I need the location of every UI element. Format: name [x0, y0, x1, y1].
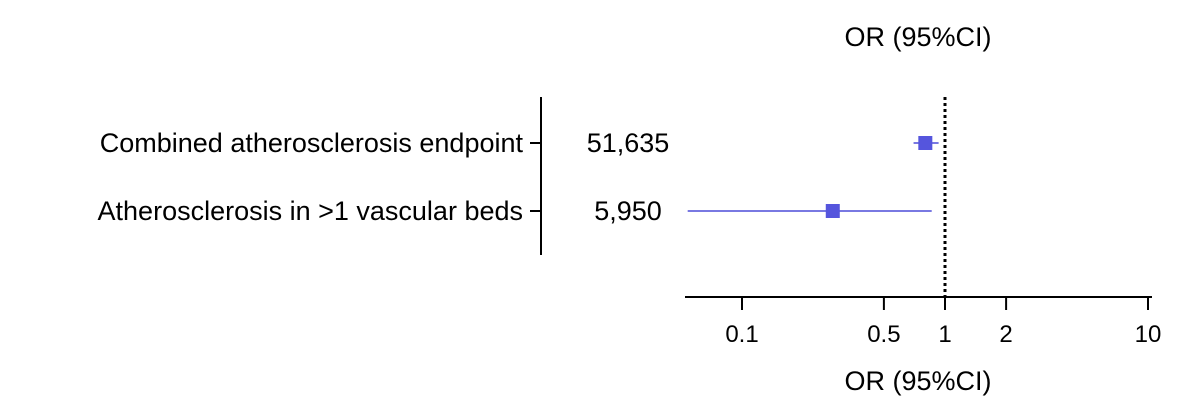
x-tick-label: 0.5 — [867, 321, 900, 348]
x-tick-label: 10 — [1135, 321, 1162, 348]
or-marker — [918, 136, 933, 150]
or-marker — [825, 204, 840, 218]
x-ticks: 0.1 0.5 1 2 10 — [725, 297, 1161, 348]
row-sample-size: 51,635 — [587, 128, 670, 158]
x-tick-label: 2 — [999, 321, 1012, 348]
row-label: Atherosclerosis in >1 vascular beds — [98, 196, 523, 226]
chart-title: OR (95%CI) — [844, 22, 991, 52]
row-sample-size: 5,950 — [594, 196, 662, 226]
rows: Combined atherosclerosis endpoint 51,635 A… — [98, 128, 939, 226]
x-axis-label: OR (95%CI) — [844, 366, 991, 396]
row-label: Combined atherosclerosis endpoint — [100, 128, 524, 158]
x-tick-label: 1 — [938, 321, 951, 348]
x-tick-label: 0.1 — [725, 321, 758, 348]
